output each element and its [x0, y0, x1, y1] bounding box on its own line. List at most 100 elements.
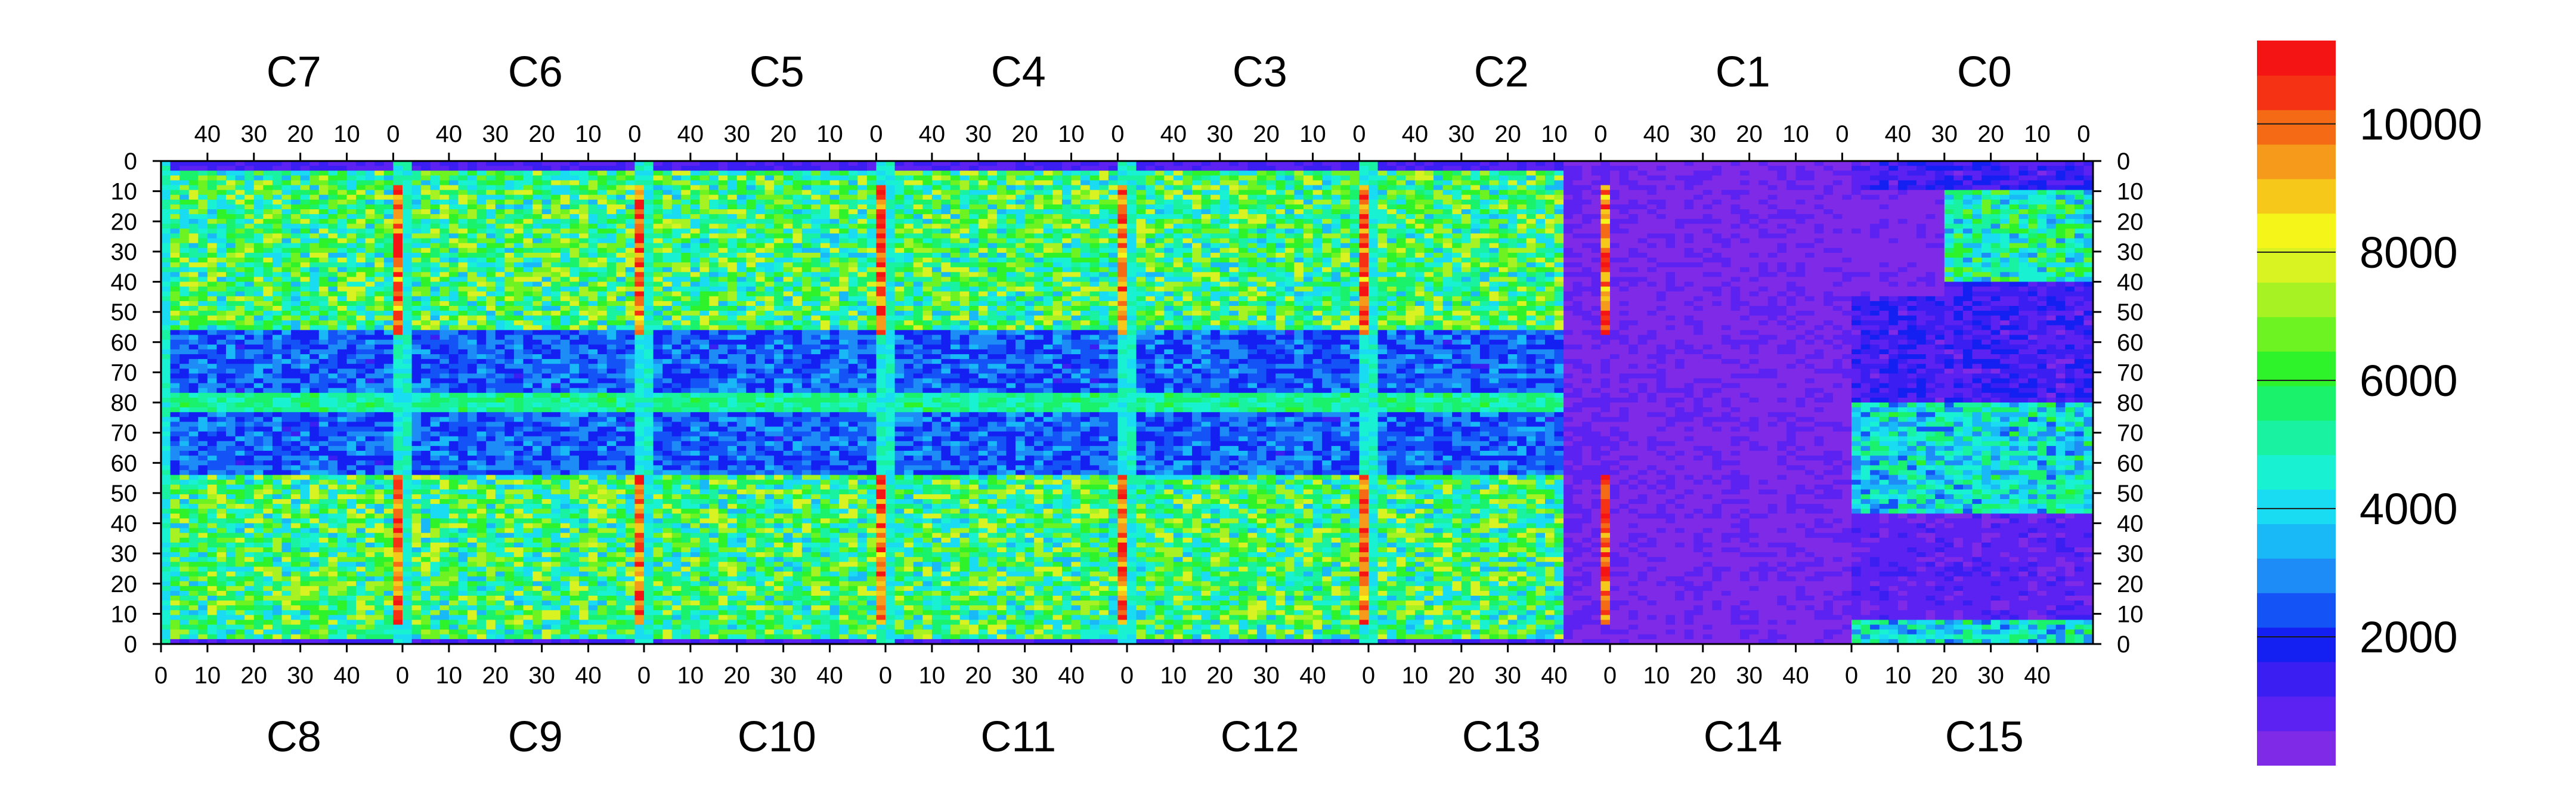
heatmap-cell	[913, 306, 923, 311]
heatmap-cell	[263, 277, 273, 283]
heatmap-cell	[272, 344, 283, 350]
heatmap-cell	[523, 291, 533, 297]
heatmap-cell	[829, 281, 840, 287]
heatmap-cell	[950, 281, 961, 287]
heatmap-cell	[328, 214, 338, 219]
heatmap-cell	[699, 214, 710, 219]
heatmap-cell	[764, 364, 775, 369]
heatmap-cell	[226, 161, 236, 166]
heatmap-cell	[811, 301, 821, 306]
heatmap-cell	[866, 180, 877, 186]
heatmap-cell	[402, 228, 413, 234]
heatmap-cell	[216, 344, 227, 350]
heatmap-cell	[551, 252, 561, 258]
heatmap-cell	[1071, 330, 1081, 336]
heatmap-cell	[1024, 354, 1035, 360]
heatmap-cell	[792, 296, 803, 302]
heatmap-cell	[811, 286, 821, 292]
heatmap-cell	[291, 277, 301, 283]
heatmap-cell	[681, 339, 691, 345]
heatmap-cell	[690, 306, 701, 311]
heatmap-cell	[448, 373, 459, 379]
heatmap-cell	[922, 388, 933, 394]
heatmap-cell	[1006, 392, 1016, 398]
heatmap-cell	[448, 161, 459, 166]
heatmap-cell	[699, 199, 710, 205]
heatmap-cell	[783, 224, 793, 229]
heatmap-cell	[383, 373, 394, 379]
heatmap-cell	[188, 185, 199, 191]
heatmap-cell	[1071, 301, 1081, 306]
heatmap-cell	[959, 397, 970, 403]
heatmap-cell	[1006, 306, 1016, 311]
heatmap-cell	[551, 272, 561, 277]
heatmap-cell	[727, 344, 738, 350]
heatmap-cell	[263, 238, 273, 244]
heatmap-cell	[346, 311, 357, 316]
heatmap-cell	[523, 166, 533, 171]
heatmap-cell	[532, 301, 543, 306]
heatmap-cell	[513, 339, 524, 345]
heatmap-cell	[801, 185, 812, 191]
heatmap-cell	[653, 247, 663, 253]
heatmap-cell	[411, 194, 422, 200]
heatmap-cell	[393, 378, 403, 384]
heatmap-cell	[467, 185, 478, 191]
heatmap-cell	[569, 306, 580, 311]
heatmap-cell	[996, 339, 1007, 345]
heatmap-cell	[439, 199, 450, 205]
heatmap-cell	[653, 369, 663, 374]
heatmap-cell	[829, 277, 840, 283]
heatmap-cell	[411, 383, 422, 389]
heatmap-cell	[244, 252, 255, 258]
heatmap-cell	[226, 238, 236, 244]
heatmap-cell	[1052, 364, 1063, 369]
heatmap-cell	[532, 286, 543, 292]
heatmap-cell	[504, 397, 515, 403]
heatmap-cell	[987, 330, 998, 336]
heatmap-cell	[616, 388, 626, 394]
heatmap-cell	[161, 320, 171, 326]
heatmap-cell	[1015, 330, 1026, 336]
heatmap-cell	[866, 161, 877, 166]
heatmap-cell	[746, 315, 756, 321]
heatmap-cell	[886, 185, 896, 191]
heatmap-cell	[216, 204, 227, 210]
heatmap-cell	[198, 180, 208, 186]
heatmap-cell	[365, 190, 375, 196]
heatmap-cell	[941, 238, 951, 244]
heatmap-cell	[811, 214, 821, 219]
heatmap-cell	[1061, 180, 1072, 186]
heatmap-cell	[922, 277, 933, 283]
heatmap-cell	[560, 175, 570, 181]
heatmap-cell	[736, 364, 747, 369]
heatmap-cell	[439, 301, 450, 306]
heatmap-cell	[272, 171, 283, 176]
heatmap-cell	[486, 243, 496, 249]
heatmap-cell	[681, 233, 691, 239]
heatmap-cell	[541, 194, 552, 200]
heatmap-cell	[523, 320, 533, 326]
heatmap-cell	[801, 315, 812, 321]
heatmap-cell	[671, 185, 682, 191]
heatmap-cell	[597, 166, 608, 171]
heatmap-cell	[1034, 315, 1044, 321]
heatmap-cell	[374, 252, 385, 258]
heatmap-cell	[727, 320, 738, 326]
heatmap-cell	[551, 166, 561, 171]
heatmap-cell	[346, 180, 357, 186]
heatmap-cell	[681, 369, 691, 374]
heatmap-cell	[634, 306, 645, 311]
heatmap-cell	[644, 171, 654, 176]
heatmap-cell	[504, 301, 515, 306]
heatmap-cell	[318, 161, 329, 166]
heatmap-cell	[625, 161, 636, 166]
heatmap-cell	[829, 209, 840, 215]
heatmap-cell	[820, 199, 831, 205]
heatmap-cell	[1043, 180, 1053, 186]
heatmap-cell	[727, 291, 738, 297]
heatmap-cell	[597, 247, 608, 253]
heatmap-cell	[1006, 199, 1016, 205]
heatmap-cell	[886, 281, 896, 287]
heatmap-cell	[848, 190, 858, 196]
